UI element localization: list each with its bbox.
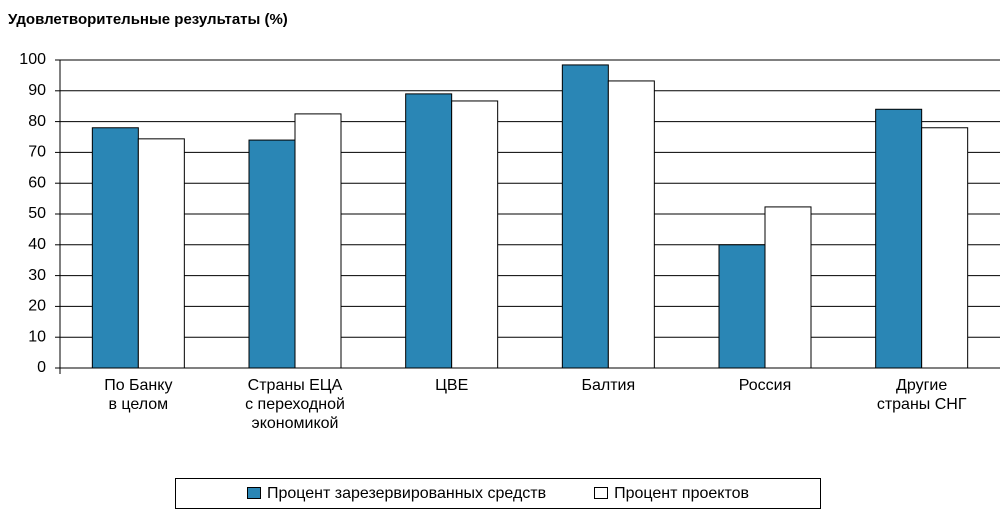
y-tick-label: 20 [28, 298, 46, 315]
bar [875, 108, 923, 369]
x-tick-label: Россия [738, 377, 792, 394]
bar [294, 113, 342, 369]
legend-swatch [247, 486, 261, 499]
y-tick-label: 30 [28, 267, 46, 284]
bar [91, 127, 139, 369]
legend-label: Процент проектов [614, 484, 749, 502]
y-tick-label: 100 [19, 51, 46, 68]
legend-swatch [594, 486, 609, 499]
legend: Процент зарезервированных средств Процент… [175, 478, 821, 509]
bar [561, 64, 609, 369]
x-tick-label: По Банку в целом [104, 377, 173, 413]
bar [248, 139, 296, 369]
bar [137, 138, 185, 369]
bar [764, 206, 812, 369]
y-tick-label: 70 [28, 144, 46, 161]
y-tick-label: 50 [28, 205, 46, 222]
x-tick-label: Балтия [581, 377, 636, 394]
y-tick-label: 0 [37, 359, 46, 376]
y-tick-label: 80 [28, 113, 46, 130]
bar [405, 93, 453, 369]
y-tick-label: 40 [28, 236, 46, 253]
legend-label: Процент зарезервированных средств [267, 484, 547, 502]
legend-item: Процент зарезервированных средств [247, 485, 546, 503]
plot: Удовлетворительные результаты (%) 0 10 20 3… [8, 11, 1000, 376]
x-tick-label: ЦВЕ [435, 377, 469, 394]
bar [718, 244, 766, 369]
y-tick-label: 10 [28, 328, 46, 345]
bar [607, 80, 655, 369]
x-tick-label: Другие страны СНГ [876, 377, 967, 413]
bar [921, 127, 969, 369]
y-tick-label: 60 [28, 174, 46, 191]
bar [451, 100, 499, 369]
legend-item: Процент проектов [594, 485, 749, 503]
x-tick-label: Страны ЕЦА с переходной экономикой [245, 377, 345, 432]
y-tick-label: 90 [28, 82, 46, 99]
chart-title: Удовлетворительные результаты (%) [8, 11, 288, 28]
